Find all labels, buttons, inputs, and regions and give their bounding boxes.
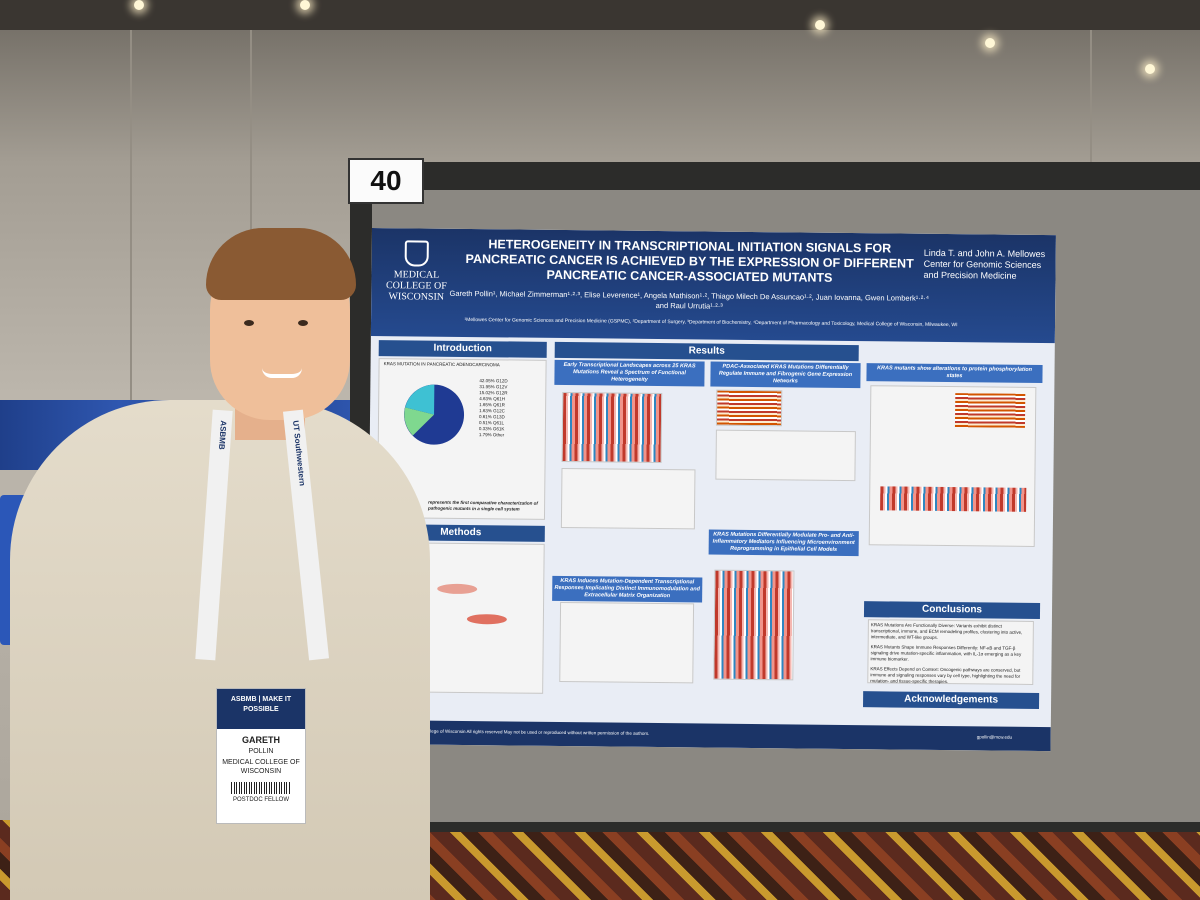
section-acknowledgements: Acknowledgements: [863, 691, 1040, 710]
conclusion-item: KRAS Mutations Are Functionally Diverse:…: [870, 622, 1023, 640]
ceiling-light: [300, 0, 310, 10]
badge-role: POSTDOC FELLOW: [232, 797, 289, 803]
heatmap-figure: [561, 392, 663, 464]
eye: [244, 320, 254, 326]
kras-mutation-pie-chart: [404, 384, 465, 445]
dish-icon: [437, 583, 478, 595]
introduction-panel: KRAS MUTATION IN PANCREATIC ADENOCARCINO…: [376, 358, 547, 520]
conclusion-item: KRAS Effects Depend on Context: Oncogeni…: [870, 666, 1021, 685]
results-subheader-1: Early Transcriptional Landscapes across …: [554, 359, 705, 387]
results-subheader-3: KRAS mutants show alterations to protein…: [866, 363, 1043, 384]
badge-last-name: POLLIN: [248, 748, 274, 755]
ceiling-light: [985, 38, 995, 48]
pie-legend: 42.05% G12D 31.95% G12V 15.02% G12R 4.63…: [479, 378, 544, 439]
results-subheader-5: KRAS Mutations Differentially Modulate P…: [708, 529, 859, 557]
conclusions-panel: KRAS Mutations Are Functionally Diverse:…: [867, 619, 1034, 685]
pie-title: KRAS MUTATION IN PANCREATIC ADENOCARCINO…: [383, 361, 500, 368]
mcw-logo: MEDICAL COLLEGE OF WISCONSIN: [381, 240, 452, 303]
section-conclusions: Conclusions: [863, 601, 1041, 620]
poster-title: HETEROGENEITY IN TRANSCRIPTIONAL INITIAT…: [465, 237, 914, 285]
ceiling-light: [815, 20, 825, 30]
intro-highlight: represents the first comparative charact…: [428, 499, 538, 512]
ceiling-light: [134, 0, 144, 10]
pie-legend-item: 1.79% Other: [478, 432, 505, 438]
conclusion-item: KRAS Mutants Shape Immune Responses Diff…: [870, 644, 1022, 662]
wall-panel-edge: [130, 30, 132, 400]
section-introduction: Introduction: [378, 340, 547, 358]
heatmap-figure: [713, 569, 795, 681]
lanyard-right-text: UT Southwestern: [290, 420, 307, 487]
crest-icon: [404, 240, 429, 267]
mcw-logo-text: MEDICAL COLLEGE OF WISCONSIN: [385, 269, 447, 303]
bar-figure: [715, 429, 856, 482]
results-subheader-4: KRAS Induces Mutation-Dependent Transcri…: [552, 575, 703, 603]
pie-slice-g12r: [404, 407, 435, 436]
heatmap-figure: [954, 393, 1026, 428]
heatmap-figure: [715, 389, 783, 427]
barcode: [231, 782, 291, 794]
network-figure: [560, 467, 696, 530]
booth-number: 40: [348, 158, 424, 204]
phospho-figure: [868, 385, 1037, 547]
badge-org: ASBMB | MAKE IT POSSIBLE: [217, 689, 305, 729]
scientific-poster: MEDICAL COLLEGE OF WISCONSIN HETEROGENEI…: [366, 228, 1056, 752]
ceiling: [0, 0, 1200, 30]
badge-institution: MEDICAL COLLEGE OF WISCONSIN: [222, 759, 300, 775]
heatmap-figure: [880, 486, 1027, 512]
person-hair: [206, 228, 356, 300]
lanyard-left-text: ASBMB: [216, 420, 229, 450]
mellowes-center-logo: Linda T. and John A. Mellowes Center for…: [923, 247, 1046, 281]
scatter-figure: [559, 601, 695, 684]
footer-email: gpollin@mcw.edu: [976, 734, 1013, 740]
name-badge: ASBMB | MAKE IT POSSIBLE GARETH POLLIN M…: [216, 688, 306, 824]
wall-panel-edge: [250, 30, 252, 400]
section-results: Results: [554, 341, 859, 362]
dish-icon: [466, 614, 507, 625]
pie-slice-g12v: [405, 384, 435, 415]
smile: [262, 368, 302, 378]
results-subheader-2: PDAC-Associated KRAS Mutations Different…: [710, 361, 861, 389]
footer-copyright: Medical College of Wisconsin All rights …: [406, 728, 650, 736]
eye: [298, 320, 308, 326]
ceiling-light: [1145, 64, 1155, 74]
badge-first-name: GARETH: [242, 735, 280, 745]
